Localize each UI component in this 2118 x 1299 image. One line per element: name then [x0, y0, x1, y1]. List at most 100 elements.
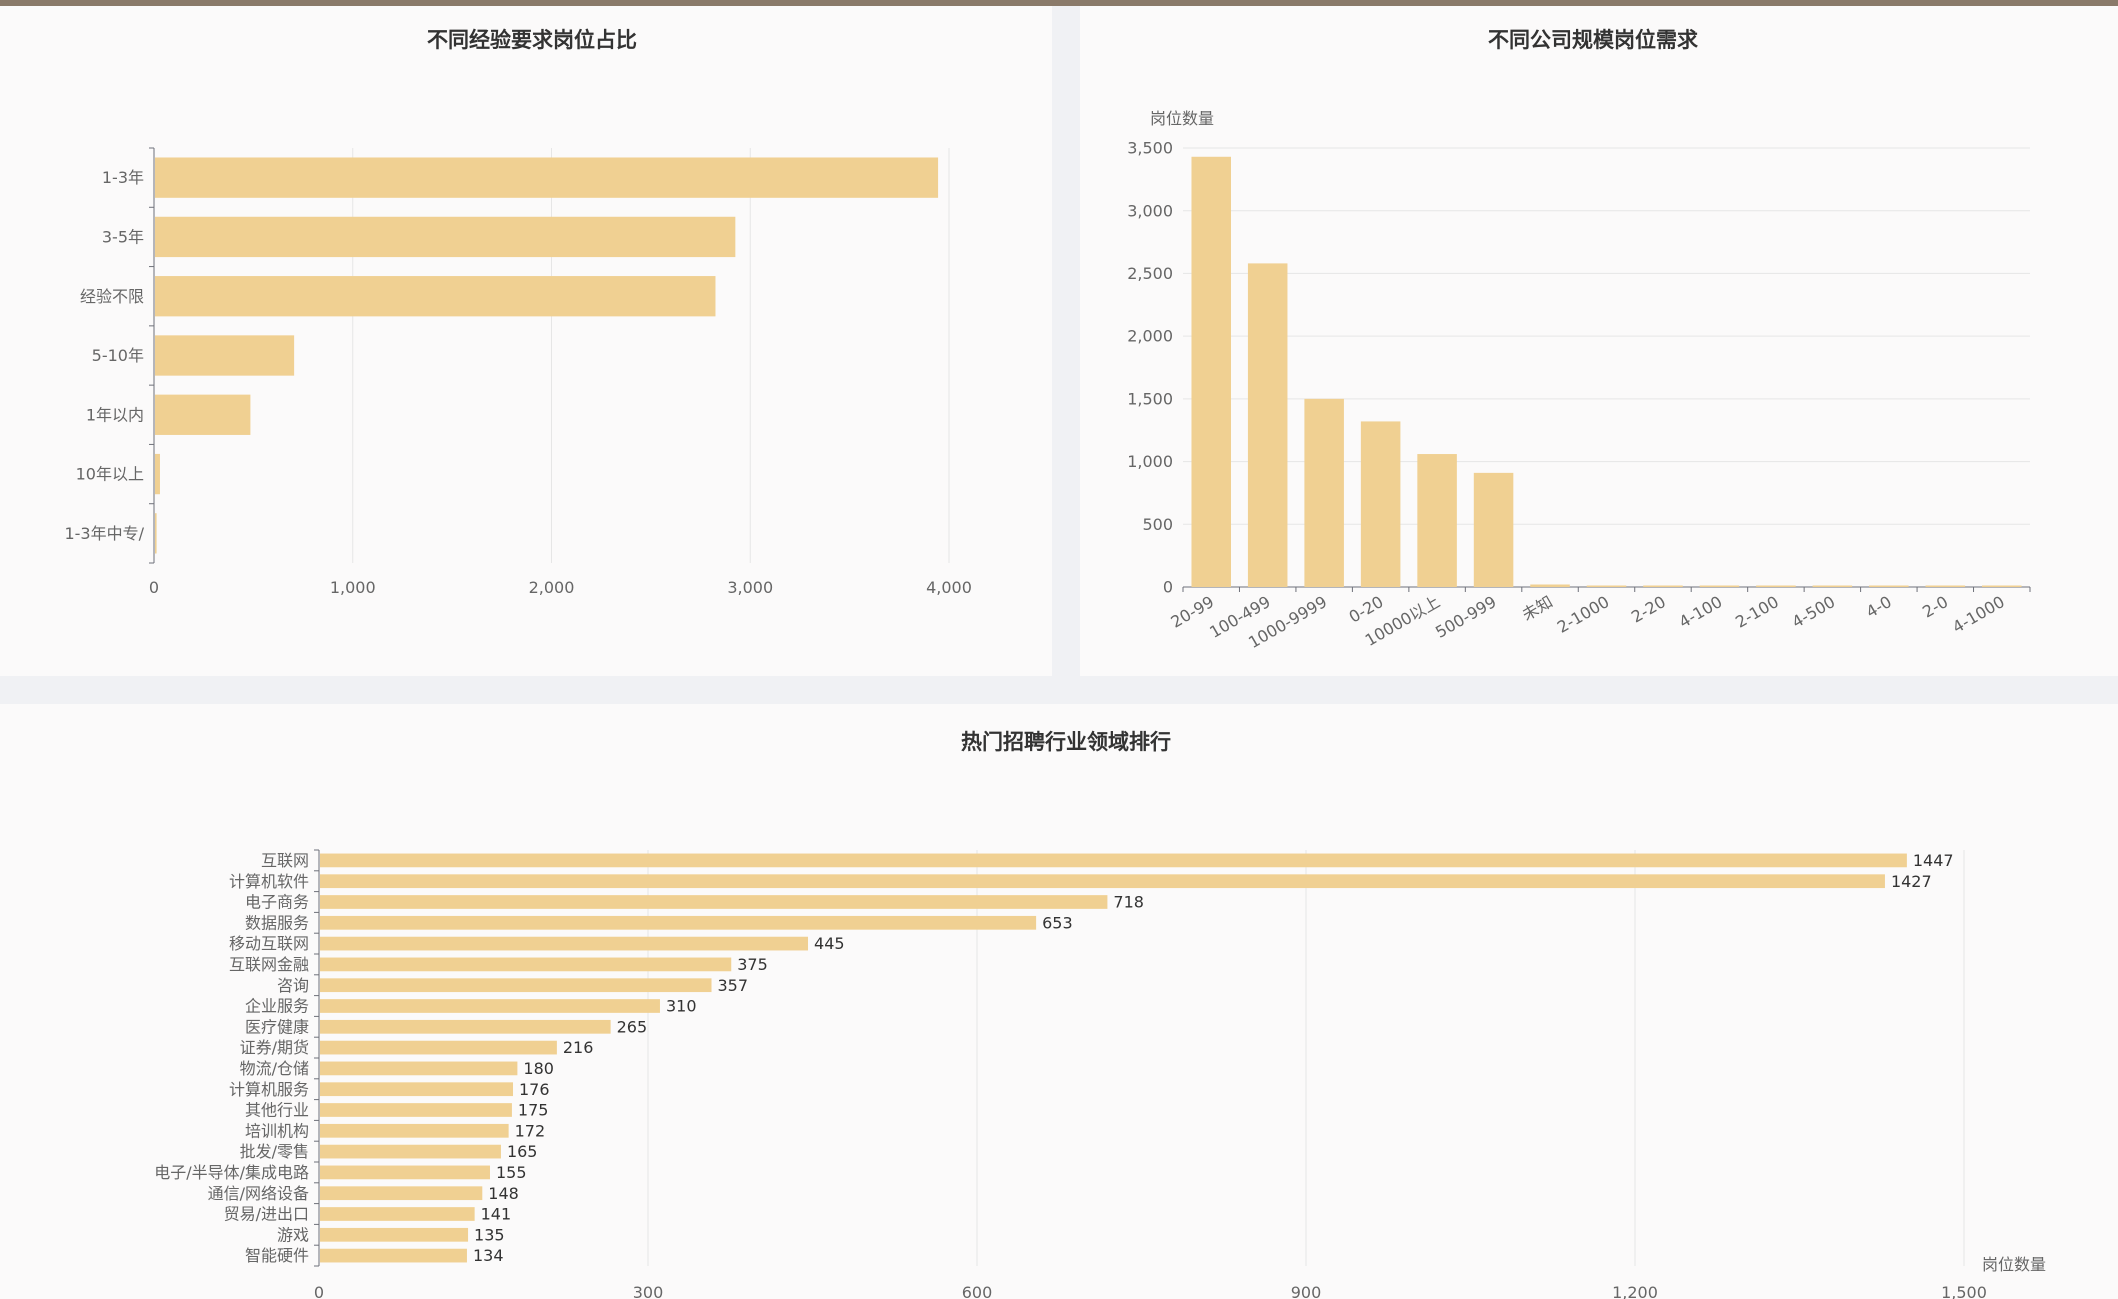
x-tick-label: 0 [149, 578, 159, 597]
category-label: 1-3年中专/ [64, 524, 144, 543]
bar [320, 1227, 469, 1242]
category-label: 贸易/进出口 [224, 1205, 309, 1224]
bar [320, 1061, 518, 1076]
data-label: 718 [1113, 893, 1144, 912]
category-label: 互联网金融 [229, 955, 309, 974]
category-label: 500-999 [1432, 592, 1499, 642]
bar [1812, 585, 1853, 587]
bar [320, 1186, 483, 1201]
data-label: 1427 [1891, 872, 1932, 891]
data-label: 265 [617, 1017, 648, 1036]
bar [1869, 585, 1909, 587]
industry-chart-title: 热门招聘行业领域排行 [961, 729, 1171, 754]
category-label: 批发/零售 [240, 1142, 309, 1161]
bar [320, 1144, 501, 1159]
category-label: 5-10年 [92, 346, 144, 365]
company-size-chart-title: 不同公司规模岗位需求 [1488, 27, 1698, 52]
category-label: 咨询 [277, 976, 309, 995]
data-label: 175 [518, 1101, 549, 1120]
bar [1473, 472, 1514, 587]
category-label: 电子/半导体/集成电路 [154, 1163, 309, 1182]
x-tick-label: 1,000 [330, 578, 376, 597]
data-label: 445 [814, 934, 845, 953]
category-label: 10年以上 [76, 465, 144, 484]
bar [1586, 585, 1627, 587]
category-label: 其他行业 [245, 1101, 309, 1120]
y-tick-label: 3,500 [1127, 139, 1173, 158]
x-tick-label: 0 [314, 1283, 324, 1299]
category-label: 互联网 [261, 851, 309, 870]
category-label: 0-20 [1346, 592, 1387, 627]
category-label: 计算机软件 [229, 872, 309, 891]
bar [1699, 585, 1740, 587]
bar [155, 335, 295, 376]
data-label: 155 [496, 1163, 527, 1182]
bar [1530, 584, 1570, 587]
bar [320, 1103, 512, 1117]
experience-chart-title: 不同经验要求岗位占比 [427, 27, 637, 52]
category-label: 计算机服务 [229, 1080, 309, 1099]
category-label: 1-3年 [102, 168, 144, 187]
y-tick-label: 2,500 [1127, 264, 1173, 283]
bar [320, 895, 1108, 909]
data-label: 375 [737, 955, 768, 974]
bar [155, 157, 939, 198]
category-label: 1年以内 [86, 405, 144, 424]
x-tick-label: 600 [962, 1283, 993, 1299]
bar [155, 453, 160, 495]
data-label: 653 [1042, 913, 1073, 932]
bar [320, 1082, 514, 1097]
category-label: 2-20 [1628, 592, 1669, 627]
data-label: 176 [519, 1080, 550, 1099]
bar [1643, 585, 1683, 587]
bar [1925, 585, 1966, 587]
y-tick-label: 3,000 [1127, 201, 1173, 220]
bar [320, 1019, 611, 1034]
bar [320, 874, 1885, 889]
category-label: 医疗健康 [245, 1017, 309, 1036]
x-tick-label: 1,200 [1612, 1283, 1658, 1299]
x-tick-label: 1,500 [1941, 1283, 1987, 1299]
category-label: 3-5年 [102, 228, 144, 247]
x-axis-label: 岗位数量 [1982, 1255, 2046, 1274]
x-tick-label: 3,000 [727, 578, 773, 597]
category-label: 培训机构 [245, 1121, 309, 1140]
category-label: 4-100 [1676, 592, 1726, 632]
category-label: 4-0 [1863, 592, 1895, 622]
category-label: 通信/网络设备 [208, 1184, 309, 1203]
bar [1247, 263, 1288, 587]
y-tick-label: 1,500 [1127, 389, 1173, 408]
x-tick-label: 300 [633, 1283, 664, 1299]
bar [320, 1248, 467, 1263]
category-label: 4-1000 [1949, 592, 2008, 637]
data-label: 310 [666, 997, 697, 1016]
y-tick-label: 1,000 [1127, 452, 1173, 471]
data-label: 165 [507, 1142, 538, 1161]
company-size-chart-panel: 不同公司规模岗位需求 0 500 1,000 1,500 2,000 2,500 3,000… [1080, 6, 2118, 676]
bar [320, 1165, 490, 1180]
data-label: 357 [718, 976, 749, 995]
y-tick-label: 0 [1163, 578, 1173, 597]
category-label: 智能硬件 [245, 1246, 309, 1265]
category-label: 2-1000 [1554, 592, 1613, 637]
category-label: 物流/仓储 [240, 1059, 309, 1078]
bar [320, 915, 1037, 930]
category-label: 2-0 [1919, 592, 1951, 622]
bar [155, 276, 716, 317]
category-label: 游戏 [277, 1225, 309, 1244]
bar [320, 1207, 475, 1221]
data-label: 172 [515, 1121, 546, 1140]
experience-chart-panel: 不同经验要求岗位占比 0 1,000 2,000 3,000 4,000 1-3年 3-5年… [0, 6, 1052, 676]
company-size-chart: 05001,0001,5002,0002,5003,0003,50020-991… [1127, 109, 2031, 652]
bar [1982, 585, 2022, 587]
y-tick-label: 500 [1142, 515, 1173, 534]
data-label: 141 [481, 1205, 512, 1224]
data-label: 180 [523, 1059, 554, 1078]
bar [155, 394, 251, 435]
category-label: 数据服务 [245, 913, 309, 932]
data-label: 135 [474, 1225, 505, 1244]
data-label: 216 [563, 1038, 594, 1057]
bar [1191, 156, 1231, 587]
bar [320, 1040, 557, 1055]
